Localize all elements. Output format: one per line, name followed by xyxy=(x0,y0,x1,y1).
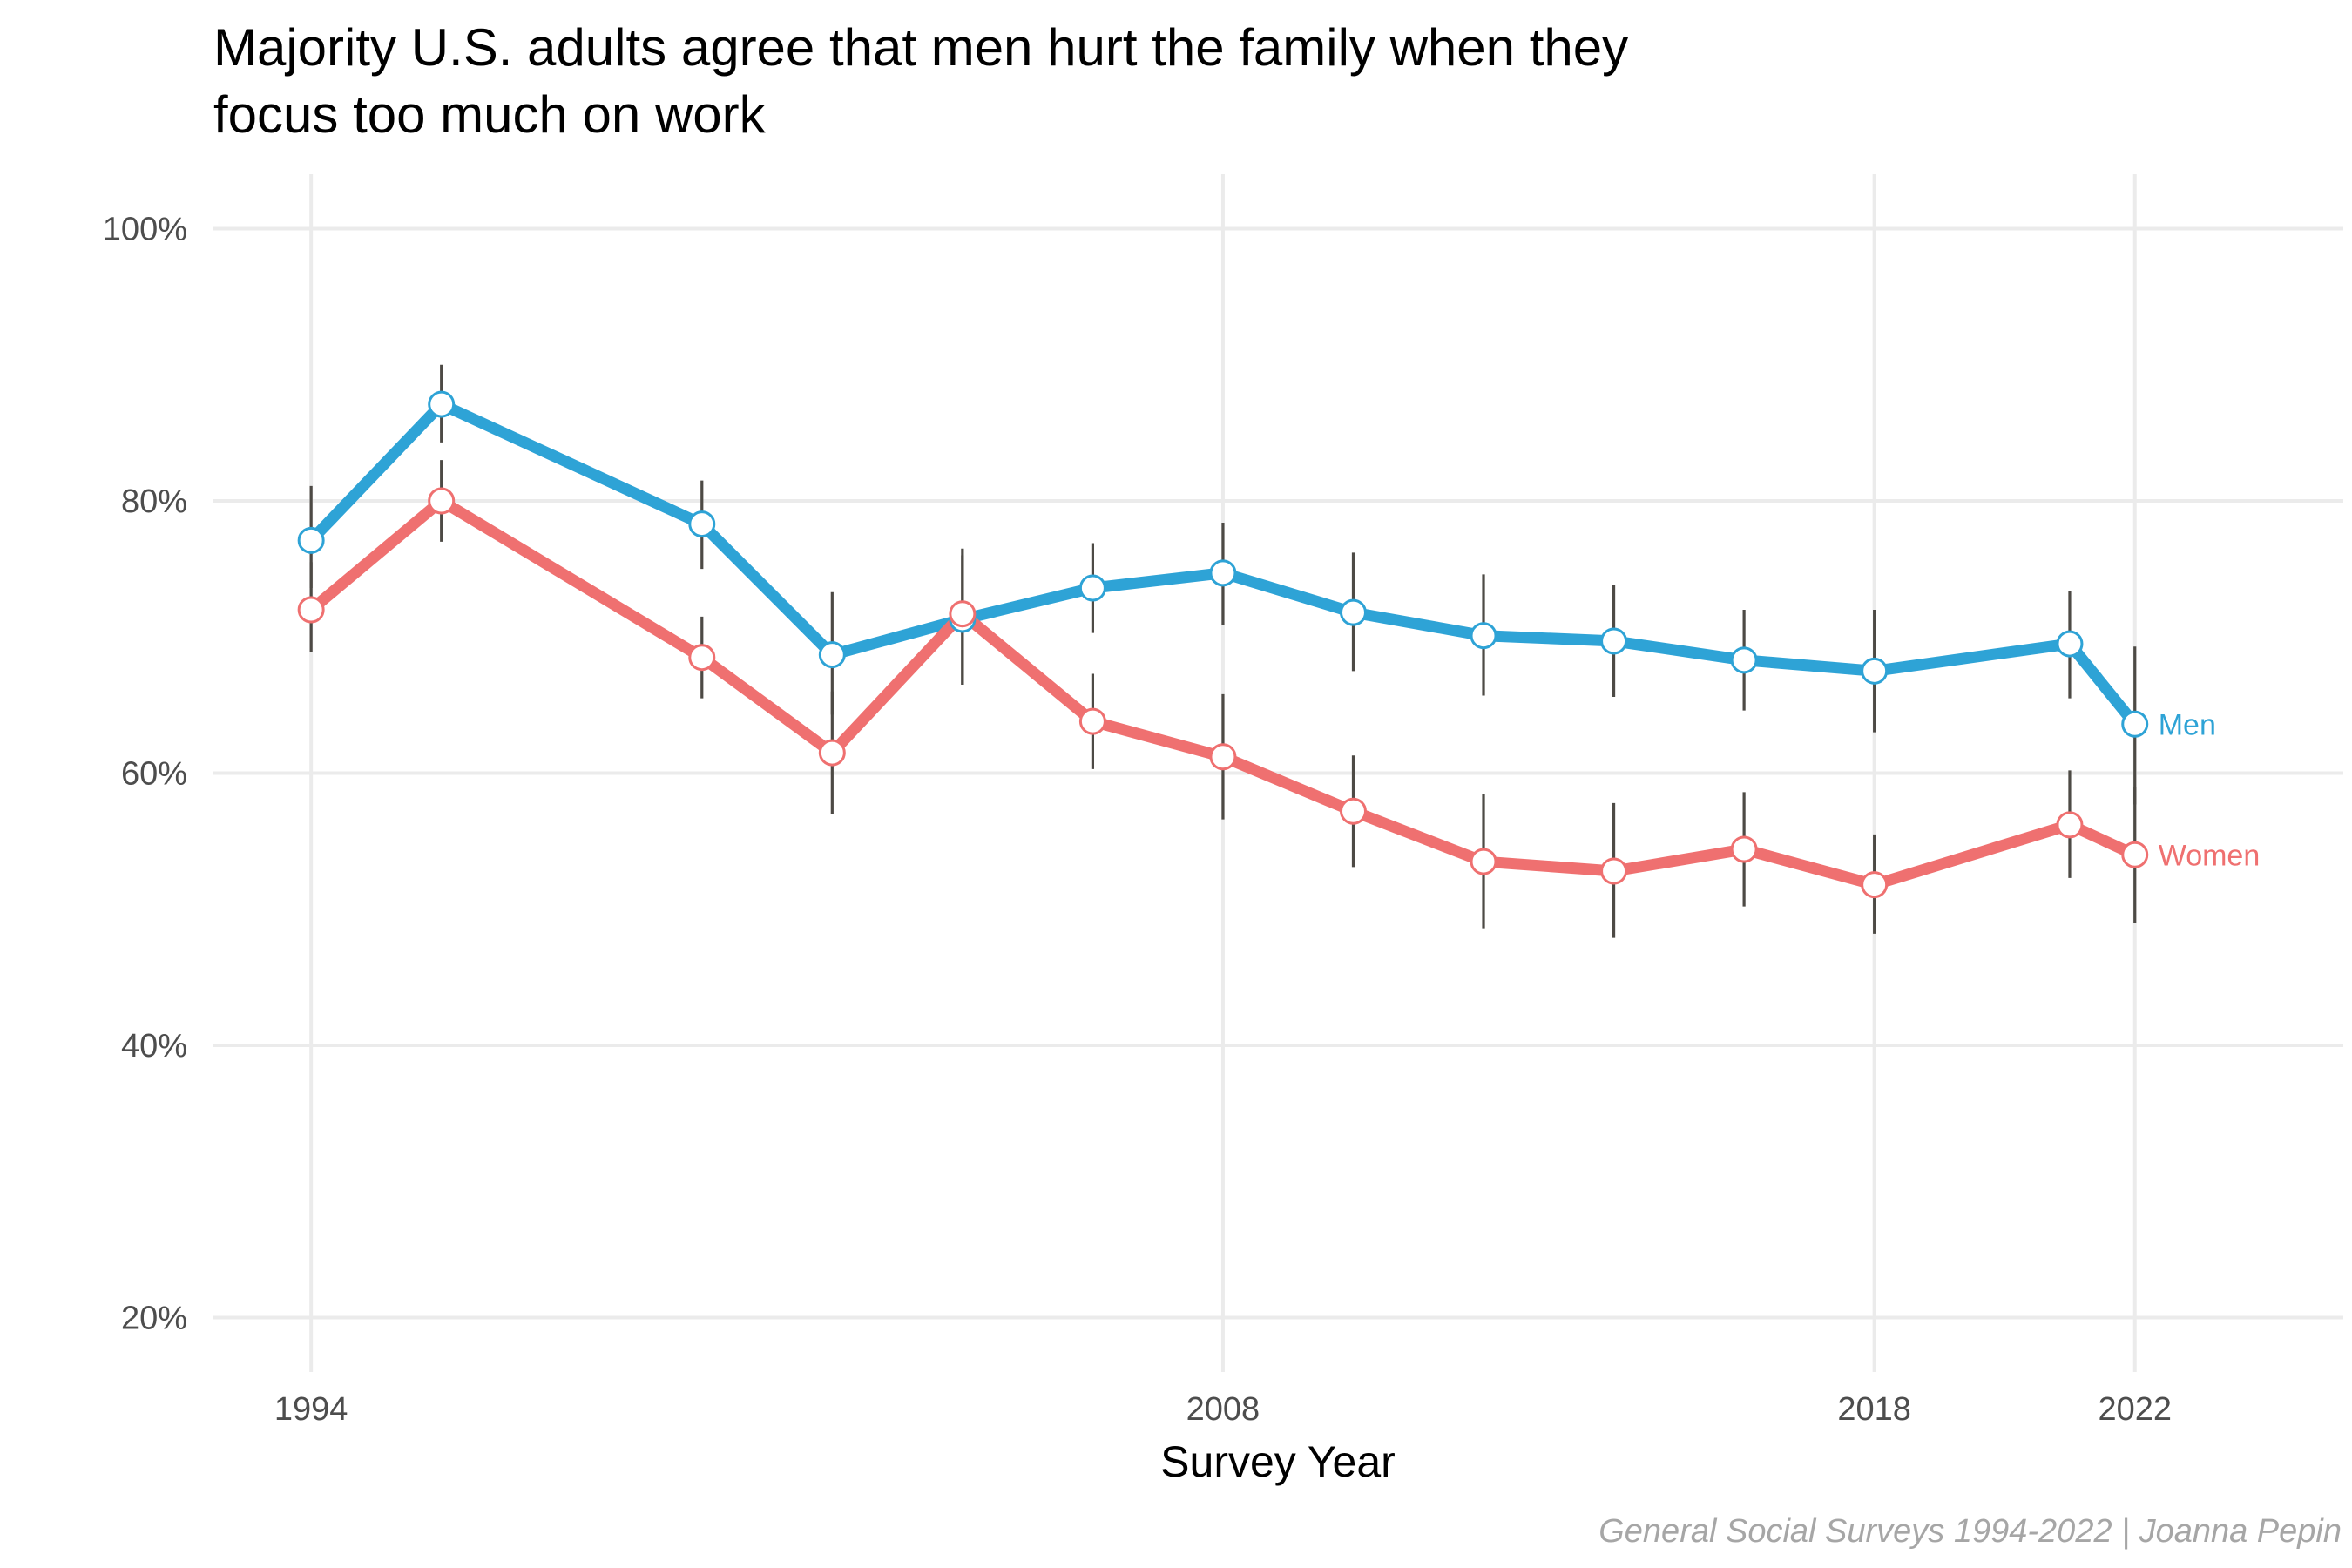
chart-caption: General Social Surveys 1994-2022 | Joann… xyxy=(1598,1513,2342,1550)
data-point-women xyxy=(428,487,456,515)
data-point-men xyxy=(297,526,325,554)
data-point-women xyxy=(688,644,716,672)
chart-title-line-2: focus too much on work xyxy=(213,85,767,144)
data-point-women xyxy=(1209,743,1237,771)
series-labels: Men Women xyxy=(2159,708,2261,872)
y-tick-label: 40% xyxy=(121,1028,187,1064)
data-points xyxy=(297,390,2149,899)
data-point-men xyxy=(2121,710,2149,738)
series-label-women: Women xyxy=(2159,839,2261,872)
tick-labels: 20% 40% 60% 80% 100% 1994 2008 2018 2022 xyxy=(103,212,2172,1429)
series-line-women xyxy=(305,495,2141,891)
data-point-women xyxy=(818,739,846,767)
data-point-men xyxy=(1078,574,1106,602)
data-point-men xyxy=(688,510,716,538)
data-point-women xyxy=(1861,871,1889,899)
data-point-men xyxy=(2056,630,2084,658)
data-point-men xyxy=(1730,646,1758,674)
data-point-men xyxy=(1209,559,1237,587)
series-line-men xyxy=(305,398,2141,730)
data-point-men xyxy=(428,390,456,418)
data-point-women xyxy=(1470,848,1497,875)
data-point-women xyxy=(1600,857,1628,885)
data-point-men xyxy=(1600,627,1628,655)
grid-lines xyxy=(213,174,2343,1372)
x-tick-label: 1994 xyxy=(274,1391,348,1428)
data-point-women xyxy=(1730,835,1758,863)
x-tick-label: 2018 xyxy=(1837,1391,1911,1428)
y-tick-label: 60% xyxy=(121,756,187,793)
data-point-men xyxy=(818,641,846,669)
x-tick-label: 2022 xyxy=(2098,1391,2172,1428)
chart-title-line-1: Majority U.S. adults agree that men hurt… xyxy=(213,18,1628,77)
data-point-men xyxy=(1339,598,1367,626)
data-point-women xyxy=(2056,811,2084,839)
data-point-women xyxy=(297,596,325,624)
y-tick-label: 20% xyxy=(121,1301,187,1337)
data-point-men xyxy=(1861,657,1889,685)
series-label-men: Men xyxy=(2159,708,2216,741)
series-lines xyxy=(305,398,2141,891)
data-point-women xyxy=(2121,841,2149,868)
data-point-women xyxy=(1078,707,1106,735)
data-point-men xyxy=(1470,622,1497,650)
data-point-women xyxy=(949,600,977,628)
y-tick-label: 100% xyxy=(103,212,187,248)
data-point-women xyxy=(1339,797,1367,825)
x-axis-title: Survey Year xyxy=(1160,1437,1396,1486)
y-tick-label: 80% xyxy=(121,483,187,520)
x-tick-label: 2008 xyxy=(1186,1391,1260,1428)
